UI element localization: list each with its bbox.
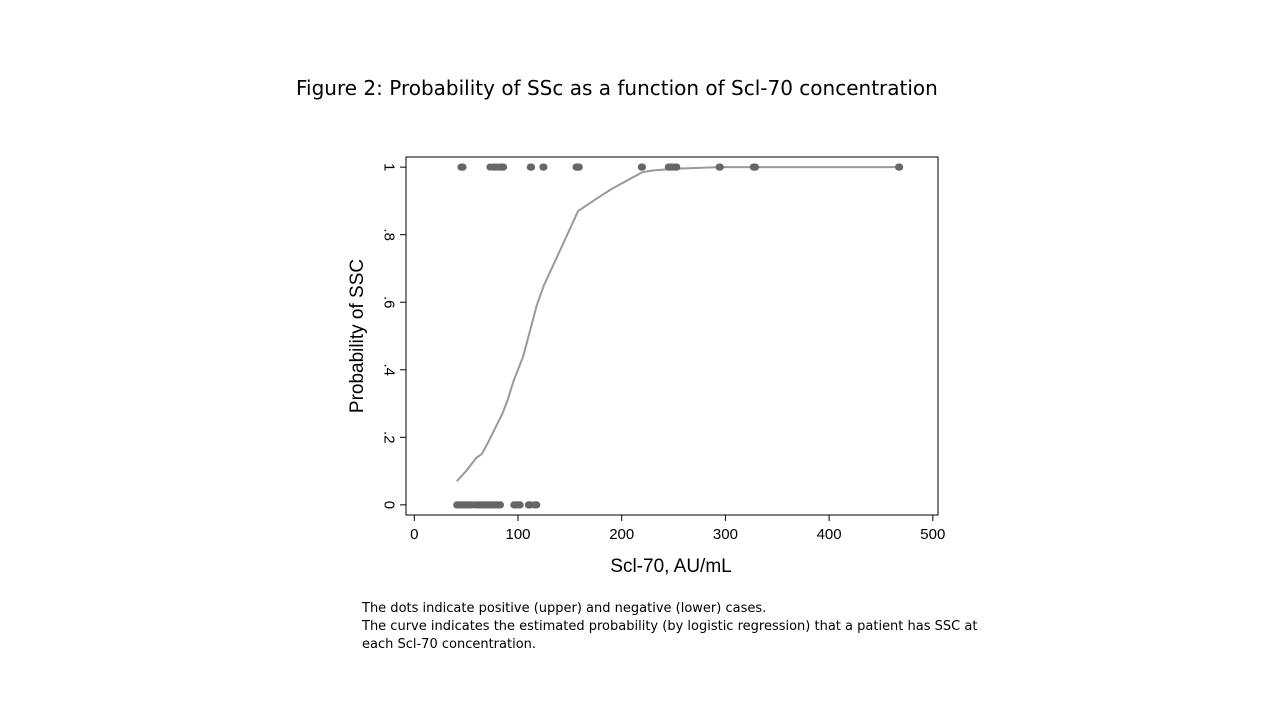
note-line-2: The curve indicates the estimated probab…: [362, 619, 978, 634]
y-tick-label: .8: [381, 228, 398, 241]
positive-case-point: [540, 163, 548, 171]
x-axis: 0 100 200 300 400 500: [410, 515, 945, 543]
x-tick-label: 100: [505, 526, 530, 543]
y-tick-label: .2: [381, 431, 398, 444]
y-tick-label: .4: [381, 364, 398, 377]
plot-frame: [405, 156, 939, 516]
positive-case-point: [459, 163, 467, 171]
negative-case-point: [516, 501, 524, 509]
y-tick-label: 0: [381, 501, 398, 509]
x-axis-title: Scl-70, AU/mL: [610, 556, 731, 577]
negative-case-point: [496, 501, 504, 509]
negative-case-point: [533, 501, 541, 509]
y-axis-title: Probability of SSC: [347, 259, 368, 413]
y-tick-label: .6: [381, 296, 398, 309]
note-line-1: The dots indicate positive (upper) and n…: [362, 601, 767, 616]
positive-case-point: [527, 163, 536, 171]
positive-case-point: [751, 163, 760, 171]
x-tick-label: 0: [410, 526, 418, 543]
positive-case-point: [716, 163, 724, 171]
positive-case-point: [638, 163, 647, 171]
y-axis: 0 .2 .4 .6 .8 1: [381, 163, 406, 509]
note-line-3: each Scl-70 concentration.: [362, 637, 537, 652]
probability-curve-layer: [456, 166, 900, 482]
x-tick-label: 500: [920, 526, 945, 543]
positive-case-point: [499, 163, 508, 171]
positive-case-point: [896, 163, 904, 171]
x-tick-label: 200: [609, 526, 634, 543]
x-tick-label: 400: [817, 526, 842, 543]
case-points-layer: [453, 163, 904, 509]
figure-notes: The dots indicate positive (upper) and n…: [362, 600, 978, 654]
y-tick-label: 1: [381, 163, 398, 171]
positive-case-point: [575, 163, 583, 171]
positive-case-point: [673, 163, 681, 171]
figure-title: Figure 2: Probability of SSc as a functi…: [296, 76, 938, 100]
x-tick-label: 300: [713, 526, 738, 543]
probability-curve: [456, 166, 900, 482]
